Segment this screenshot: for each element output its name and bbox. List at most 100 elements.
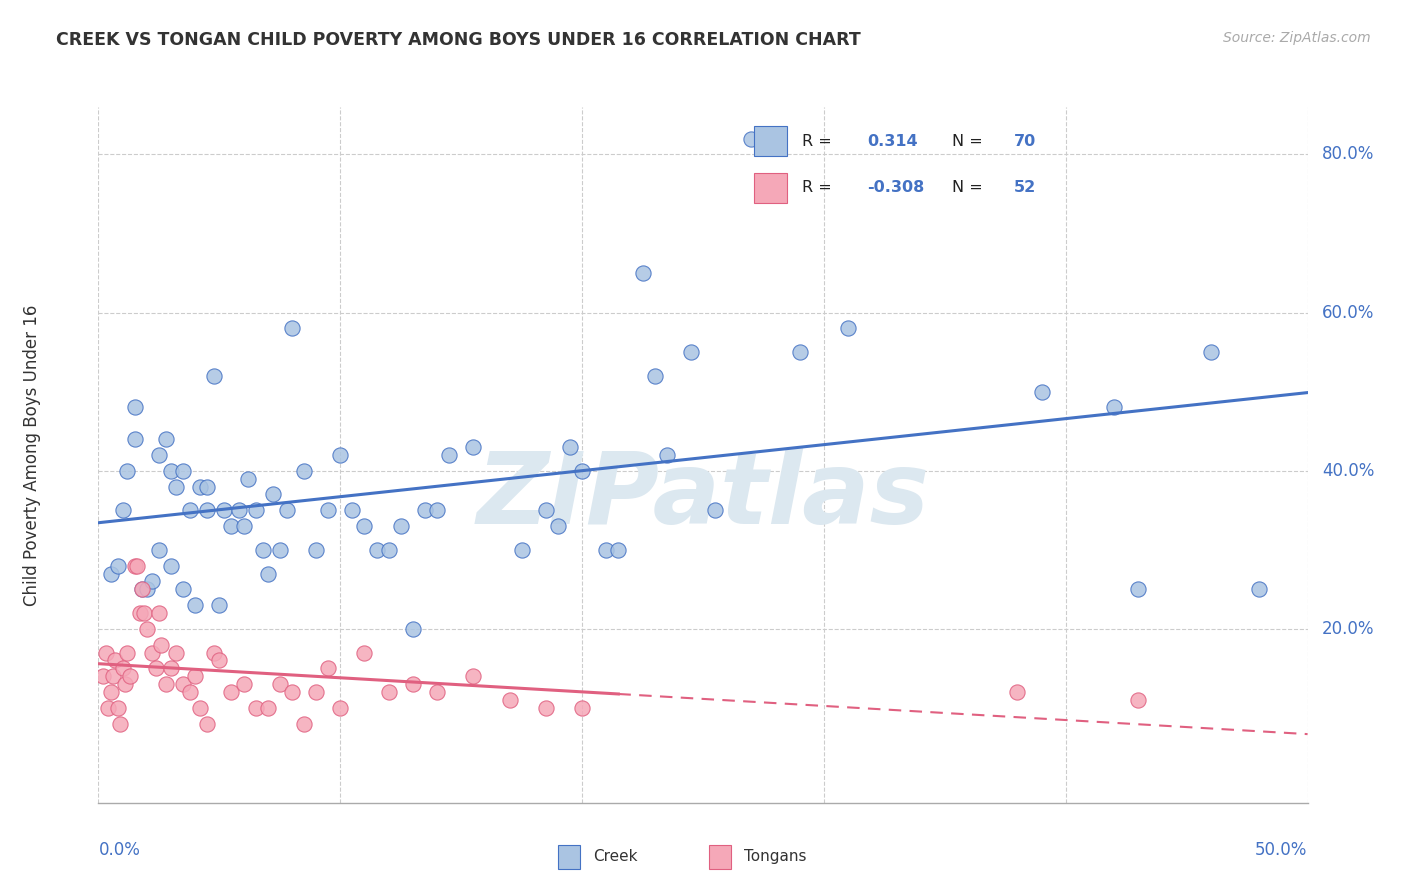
Point: [256, 566, 278, 581]
Point: [135, 622, 157, 636]
Point: [426, 685, 449, 699]
Point: [107, 701, 129, 715]
Point: [114, 677, 136, 691]
Point: [595, 542, 617, 557]
Point: [534, 503, 557, 517]
Point: [269, 677, 291, 691]
Point: [245, 701, 267, 715]
Point: [208, 653, 231, 667]
Point: [131, 582, 153, 597]
Point: [160, 661, 183, 675]
Text: Source: ZipAtlas.com: Source: ZipAtlas.com: [1223, 31, 1371, 45]
Point: [195, 503, 218, 517]
Point: [145, 661, 167, 675]
Point: [547, 519, 569, 533]
Point: [179, 503, 201, 517]
Point: [204, 368, 226, 383]
Point: [534, 701, 557, 715]
Point: [305, 542, 328, 557]
Point: [100, 566, 122, 581]
Point: [292, 464, 315, 478]
Point: [195, 479, 218, 493]
Point: [1007, 685, 1029, 699]
Point: [463, 669, 485, 683]
Point: [111, 661, 134, 675]
Point: [402, 622, 425, 636]
Point: [221, 685, 243, 699]
Point: [1199, 345, 1222, 359]
Text: 80.0%: 80.0%: [1322, 145, 1375, 163]
Point: [107, 558, 129, 573]
Point: [316, 661, 339, 675]
Point: [165, 646, 187, 660]
Point: [165, 479, 187, 493]
Point: [131, 582, 153, 597]
Point: [1031, 384, 1053, 399]
Point: [571, 701, 593, 715]
Point: [655, 448, 678, 462]
Text: CREEK VS TONGAN CHILD POVERTY AMONG BOYS UNDER 16 CORRELATION CHART: CREEK VS TONGAN CHILD POVERTY AMONG BOYS…: [56, 31, 860, 49]
Point: [281, 321, 304, 335]
Text: 60.0%: 60.0%: [1322, 303, 1375, 322]
Point: [221, 519, 243, 533]
Point: [329, 701, 352, 715]
Point: [1102, 401, 1125, 415]
Point: [1128, 693, 1150, 707]
Point: [108, 716, 131, 731]
Point: [135, 582, 157, 597]
Point: [262, 487, 284, 501]
Point: [252, 542, 274, 557]
Point: [188, 479, 211, 493]
Point: [184, 598, 207, 612]
Point: [245, 503, 267, 517]
Point: [510, 542, 533, 557]
Point: [141, 646, 163, 660]
Text: ZIPatlas: ZIPatlas: [477, 448, 929, 545]
Point: [463, 440, 485, 454]
Point: [329, 448, 352, 462]
Point: [276, 503, 298, 517]
Point: [377, 685, 399, 699]
Point: [97, 701, 120, 715]
Point: [155, 677, 177, 691]
Point: [644, 368, 666, 383]
Point: [148, 606, 170, 620]
Point: [607, 542, 630, 557]
Point: [232, 519, 254, 533]
Point: [172, 582, 194, 597]
Point: [124, 558, 146, 573]
Point: [172, 464, 194, 478]
Point: [238, 472, 260, 486]
Point: [188, 701, 211, 715]
Text: Child Poverty Among Boys Under 16: Child Poverty Among Boys Under 16: [22, 304, 41, 606]
Point: [124, 401, 146, 415]
Point: [204, 646, 226, 660]
Point: [679, 345, 702, 359]
Point: [101, 669, 124, 683]
Point: [305, 685, 328, 699]
Point: [571, 464, 593, 478]
Point: [128, 606, 150, 620]
Point: [292, 716, 315, 731]
Point: [413, 503, 436, 517]
Point: [208, 598, 231, 612]
Point: [104, 653, 127, 667]
Point: [195, 716, 218, 731]
Point: [150, 638, 173, 652]
Point: [232, 677, 254, 691]
Point: [353, 519, 375, 533]
Point: [124, 432, 146, 446]
Point: [118, 669, 141, 683]
Point: [212, 503, 235, 517]
Point: [740, 131, 762, 145]
Point: [353, 646, 375, 660]
Point: [91, 669, 114, 683]
Point: [558, 440, 581, 454]
Point: [111, 503, 134, 517]
Point: [148, 448, 170, 462]
Point: [366, 542, 388, 557]
Point: [437, 448, 460, 462]
Point: [631, 266, 654, 280]
Point: [342, 503, 364, 517]
Point: [837, 321, 859, 335]
